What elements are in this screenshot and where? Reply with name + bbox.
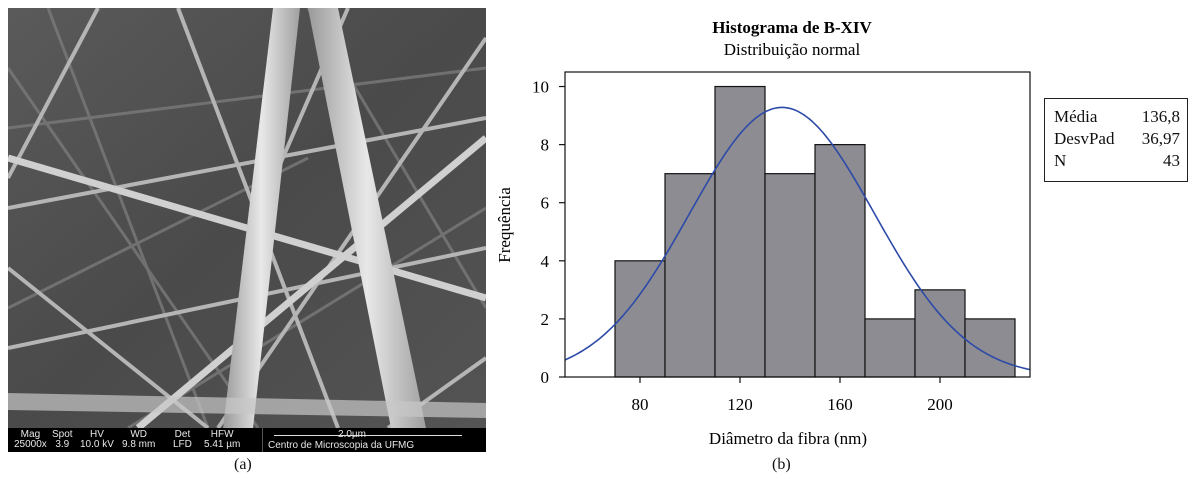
x-tick-label: 200: [927, 395, 953, 414]
histogram-bar: [714, 85, 766, 378]
info-wd: WD 9.8 mm: [122, 430, 155, 450]
info-hv: HV 10.0 kV: [80, 430, 114, 450]
sem-fiber-image: [8, 8, 486, 428]
y-axis-label: Frequência: [495, 187, 514, 263]
stat-row-sd: DesvPad 36,97: [1054, 129, 1180, 151]
y-tick-label: 6: [541, 194, 550, 213]
lab-name: Centro de Microscopia da UFMG: [268, 440, 415, 451]
info-header-hfw: HFW: [210, 429, 234, 440]
y-tick-label: 2: [541, 310, 550, 329]
y-tick-label: 8: [541, 136, 550, 155]
normal-fit-curve: [564, 106, 1031, 371]
histogram-bar: [614, 260, 666, 378]
info-value-wd: 9.8 mm: [122, 439, 156, 450]
histogram-bar: [664, 173, 716, 378]
bars-layer: [614, 85, 1016, 378]
info-value-spot: 3.9: [55, 439, 70, 450]
histogram-bar: [864, 318, 916, 378]
stat-label-sd: DesvPad: [1054, 129, 1115, 148]
info-value-hv: 10.0 kV: [80, 439, 114, 450]
stat-value-n: 43: [1163, 151, 1180, 170]
stat-value-mean: 136,8: [1141, 107, 1180, 126]
sem-info-bar: Mag 25000x Spot 3.9 HV 10.0 kV WD 9.8 mm…: [8, 428, 486, 452]
info-det: Det LFD: [173, 430, 192, 450]
x-tick-label: 80: [632, 395, 649, 414]
x-tick-label: 120: [727, 395, 753, 414]
histogram-bar: [964, 318, 1016, 378]
caption-b: (b): [772, 456, 791, 473]
info-mag: Mag 25000x: [14, 430, 47, 450]
histogram-bar: [764, 173, 816, 378]
info-divider: [262, 428, 263, 452]
info-value-hfw: 5.41 µm: [204, 439, 241, 450]
chart-subtitle: Distribuição normal: [724, 40, 861, 59]
stats-legend: Média 136,8 DesvPad 36,97 N 43: [1044, 98, 1188, 182]
curve-layer: [564, 106, 1031, 371]
stat-value-sd: 36,97: [1141, 129, 1180, 148]
info-header-wd: WD: [130, 429, 147, 440]
histogram-bar: [814, 144, 866, 378]
scale-bar-label: 2.0µm: [338, 429, 366, 440]
scale-bar: [274, 435, 462, 436]
stat-row-n: N 43: [1054, 151, 1180, 173]
x-tick-label: 160: [827, 395, 853, 414]
y-tick-label: 10: [532, 78, 549, 97]
chart-title: Histograma de B-XIV: [712, 18, 872, 37]
info-value-det: LFD: [173, 439, 192, 450]
plot-frame: [564, 71, 1031, 378]
info-hfw: HFW 5.41 µm: [204, 430, 240, 450]
histogram-bar: [914, 289, 966, 378]
info-header-hv: HV: [90, 429, 104, 440]
info-header-mag: Mag: [20, 429, 41, 440]
info-header-det: Det: [174, 429, 191, 440]
stat-row-mean: Média 136,8: [1054, 107, 1180, 129]
stat-label-n: N: [1054, 151, 1067, 170]
y-tick-label: 0: [541, 368, 550, 387]
axes: 80 120 160 200 0 2 4 6 8 10: [532, 71, 1031, 414]
info-value-mag: 25000x: [14, 439, 47, 450]
histogram-chart: Histograma de B-XIV Distribuição normal …: [495, 18, 1031, 448]
stat-label-mean: Média: [1054, 107, 1098, 126]
x-axis-label: Diâmetro da fibra (nm): [709, 429, 867, 448]
sem-micrograph: Mag 25000x Spot 3.9 HV 10.0 kV WD 9.8 mm…: [8, 8, 486, 452]
info-header-spot: Spot: [52, 429, 73, 440]
caption-a: (a): [234, 456, 252, 473]
y-tick-label: 4: [541, 252, 550, 271]
info-spot: Spot 3.9: [52, 430, 73, 450]
